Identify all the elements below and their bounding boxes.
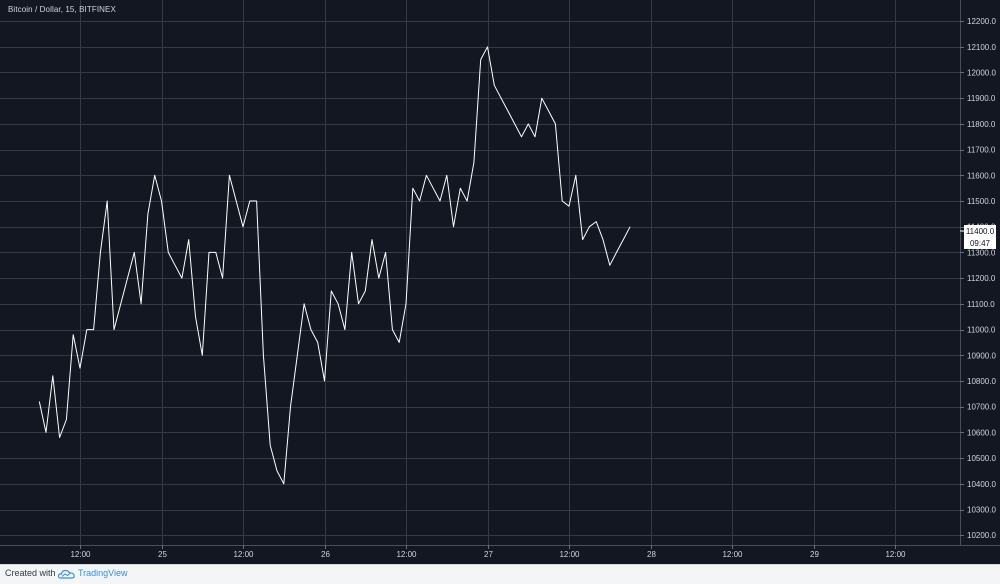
countdown-label: 09:47 (970, 239, 991, 248)
chart-panel: 12200.0 12100.0 12000.0 11900.0 11800.0 11700… (0, 0, 1000, 564)
x-tick-label: 27 (484, 550, 493, 559)
created-with-text: Created with (5, 568, 56, 578)
x-tick-label: 12:00 (885, 550, 906, 559)
price-line-series (38, 46, 631, 485)
x-tick-label: 12:00 (722, 550, 743, 559)
y-tick-label: 10600.0 (967, 428, 996, 437)
y-tick-label: 11800.0 (967, 120, 996, 129)
y-tick-label: 11600.0 (967, 171, 996, 180)
x-tick-label: 12:00 (233, 550, 254, 559)
x-tick-label: 28 (647, 550, 656, 559)
x-tick-label: 12:00 (70, 550, 91, 559)
tradingview-brand-link[interactable]: TradingView (78, 568, 128, 578)
y-tick-label: 11300.0 (967, 248, 996, 257)
y-tick-label: 10900.0 (967, 351, 996, 360)
last-price-box (964, 225, 996, 237)
tradingview-cloud-icon[interactable] (58, 569, 75, 579)
y-tick-label: 11500.0 (967, 197, 996, 206)
y-tick-label: 11100.0 (967, 300, 995, 309)
y-tick-label: 12100.0 (967, 43, 996, 52)
y-tick-label: 11700.0 (967, 146, 996, 155)
y-tick-label: 10700.0 (967, 403, 996, 412)
y-tick-label: 10300.0 (967, 506, 996, 515)
y-tick-label: 11900.0 (967, 94, 996, 103)
vertical-grid-lines (80, 0, 896, 545)
y-tick-label: 10400.0 (967, 480, 996, 489)
x-tick-label: 29 (810, 550, 819, 559)
price-axis-labels: 12200.0 12100.0 12000.0 11900.0 11800.0 11700… (960, 17, 996, 540)
price-chart[interactable]: 12200.0 12100.0 12000.0 11900.0 11800.0 11700… (0, 0, 1000, 564)
x-tick-label: 12:00 (396, 550, 417, 559)
x-tick-label: 12:00 (559, 550, 580, 559)
y-tick-label: 12200.0 (967, 17, 996, 26)
countdown-box (964, 237, 996, 249)
y-tick-label: 11000.0 (967, 326, 996, 335)
y-tick-label: 10200.0 (967, 531, 996, 540)
y-tick-label: 11200.0 (967, 274, 996, 283)
horizontal-grid-lines (0, 21, 960, 536)
symbol-title[interactable]: Bitcoin / Dollar, 15, BITFINEX (8, 5, 116, 14)
last-price-marker: 11400.0 09:47 (960, 225, 996, 249)
x-tick-label: 26 (321, 550, 330, 559)
y-tick-label: 10500.0 (967, 454, 996, 463)
x-tick-label: 25 (158, 550, 167, 559)
last-price-label: 11400.0 (966, 227, 995, 236)
footer-bar: Created with TradingView (0, 564, 1000, 584)
y-tick-label: 12000.0 (967, 68, 996, 77)
time-axis-labels: 12:00 25 12:00 26 12:00 27 12:00 28 12:00 29 12:00 (70, 545, 906, 559)
y-tick-label: 10800.0 (967, 377, 996, 386)
